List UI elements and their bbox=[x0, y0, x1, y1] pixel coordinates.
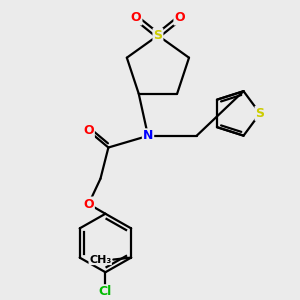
Text: Cl: Cl bbox=[99, 285, 112, 298]
Text: O: O bbox=[174, 11, 185, 25]
Text: S: S bbox=[256, 107, 265, 120]
Text: O: O bbox=[83, 197, 94, 211]
Text: O: O bbox=[131, 11, 141, 25]
Text: N: N bbox=[143, 129, 153, 142]
Text: CH₃: CH₃ bbox=[89, 255, 111, 265]
Text: S: S bbox=[153, 29, 162, 42]
Text: O: O bbox=[83, 124, 94, 137]
